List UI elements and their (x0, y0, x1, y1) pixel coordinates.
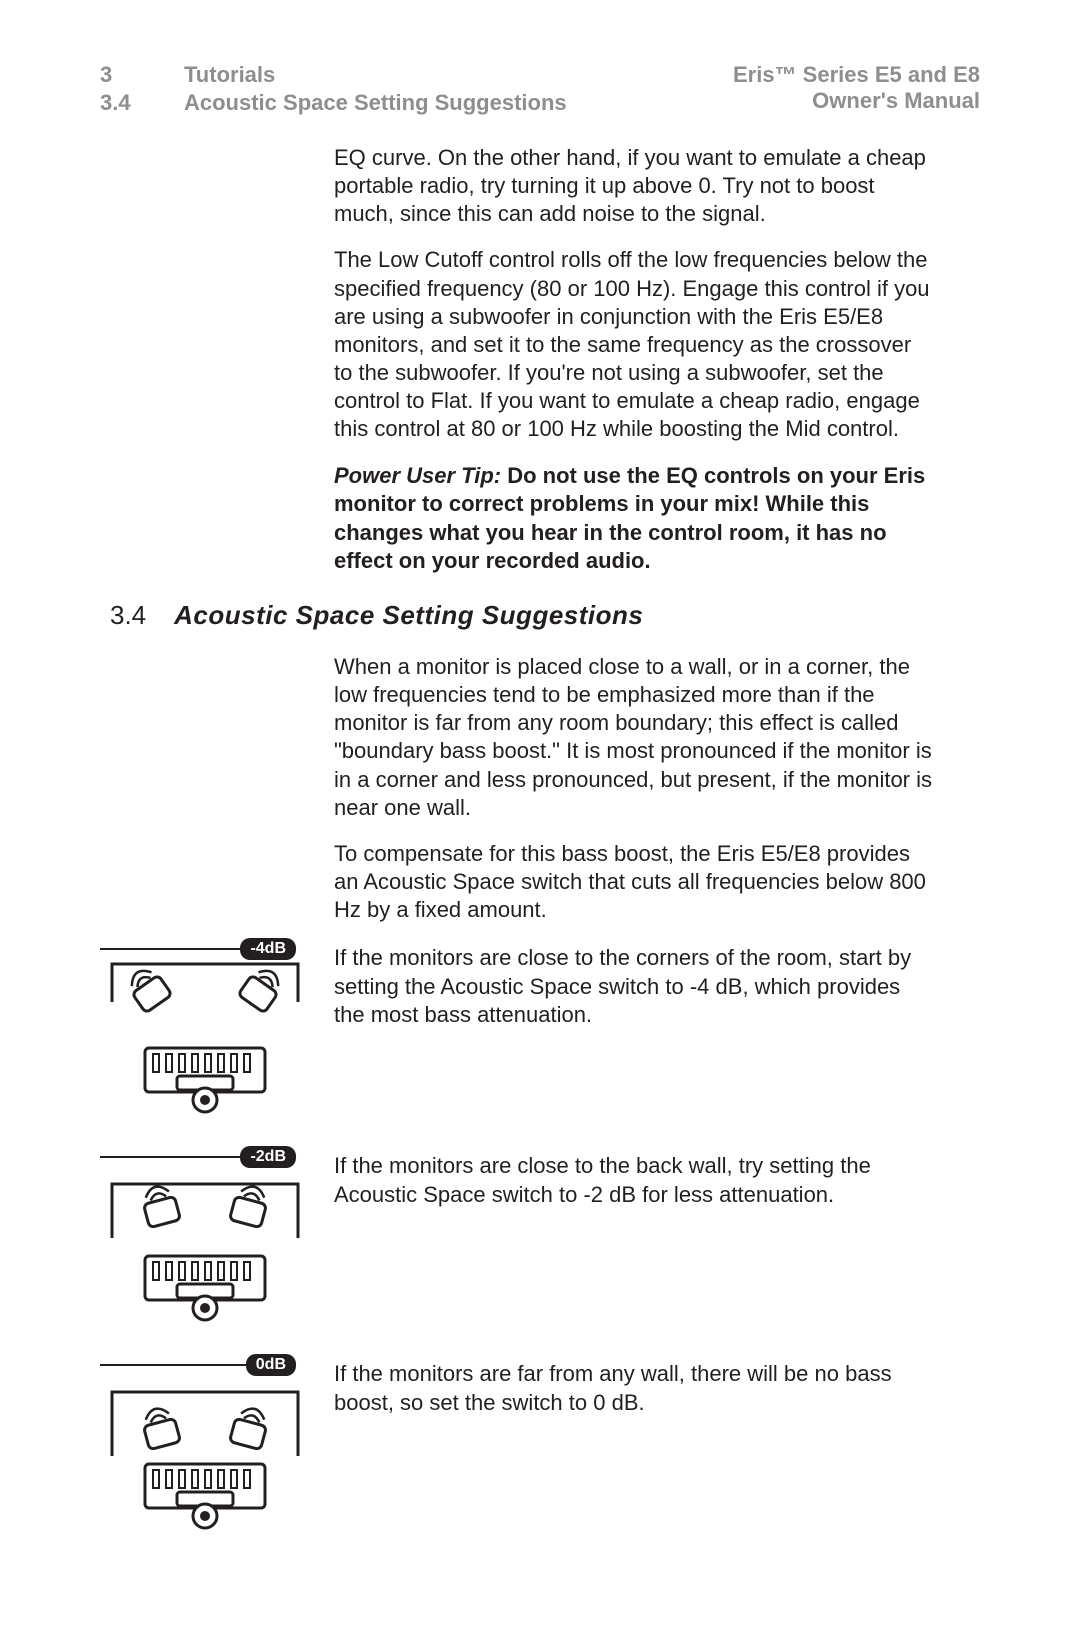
setting-description: If the monitors are close to the corners… (334, 942, 934, 1028)
setting-description: If the monitors are close to the back wa… (334, 1150, 934, 1208)
section-heading-title: Acoustic Space Setting Suggestions (174, 600, 643, 631)
setting-description: If the monitors are far from any wall, t… (334, 1358, 934, 1416)
section-heading: 3.4 Acoustic Space Setting Suggestions (110, 600, 980, 631)
acoustic-space-setting-row: -2dB If the monitors (100, 1150, 980, 1340)
room-diagram: -2dB (100, 1150, 310, 1330)
tip-lead: Power User Tip: (334, 463, 507, 488)
badge-leader-line (100, 1364, 268, 1366)
db-badge: 0dB (246, 1354, 296, 1376)
product-name: Eris™ Series E5 and E8 (733, 62, 980, 88)
db-badge: -2dB (240, 1146, 296, 1168)
section-title-header: Acoustic Space Setting Suggestions (184, 90, 567, 116)
header-right: Eris™ Series E5 and E8 Owner's Manual (733, 62, 980, 116)
acoustic-space-setting-row: 0dB If the monitors a (100, 1358, 980, 1548)
db-badge: -4dB (240, 938, 296, 960)
paragraph: To compensate for this bass boost, the E… (334, 840, 934, 924)
room-diagram: 0dB (100, 1358, 310, 1538)
doc-name: Owner's Manual (733, 88, 980, 114)
chapter-title: Tutorials (184, 62, 275, 88)
paragraph: When a monitor is placed close to a wall… (334, 653, 934, 822)
acoustic-space-setting-row: -4dB If the monitors (100, 942, 980, 1132)
section-heading-number: 3.4 (110, 600, 146, 631)
page-header: 3 Tutorials 3.4 Acoustic Space Setting S… (100, 62, 980, 116)
room-diagram: -4dB (100, 942, 310, 1122)
chapter-number: 3 (100, 62, 136, 88)
section-number: 3.4 (100, 90, 136, 116)
power-user-tip: Power User Tip: Do not use the EQ contro… (334, 462, 934, 576)
paragraph: EQ curve. On the other hand, if you want… (334, 144, 934, 228)
paragraph: The Low Cutoff control rolls off the low… (334, 246, 934, 443)
header-left: 3 Tutorials 3.4 Acoustic Space Setting S… (100, 62, 567, 116)
